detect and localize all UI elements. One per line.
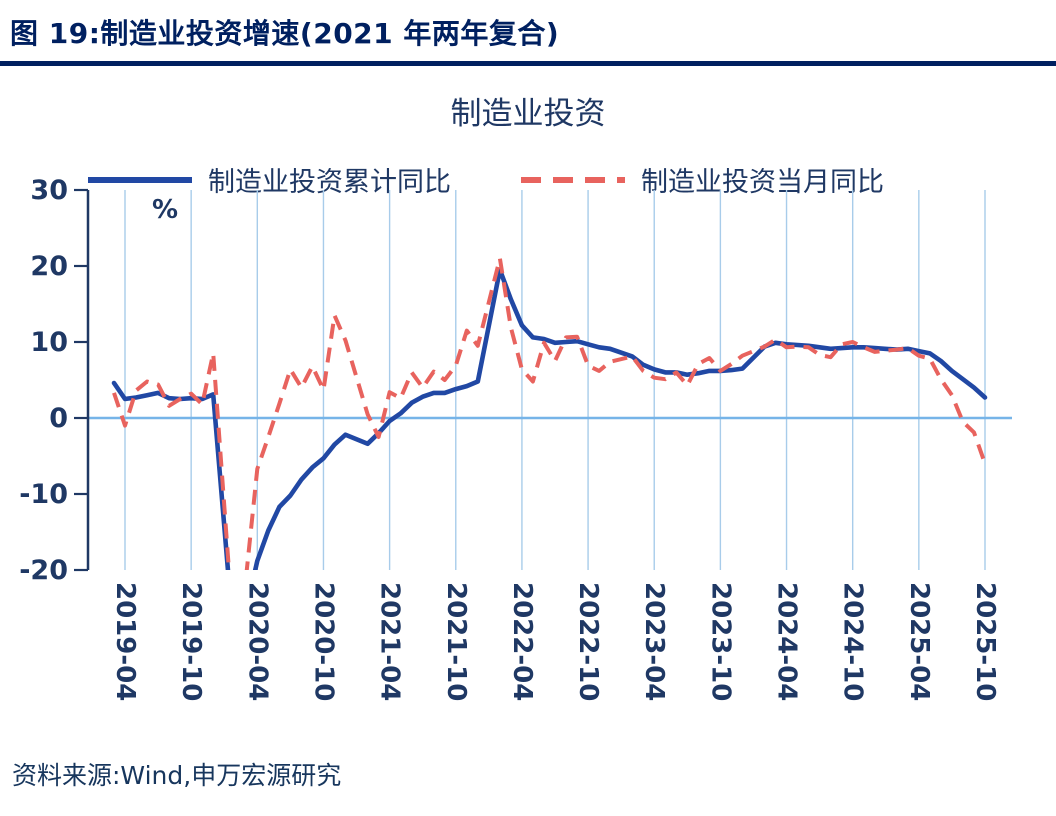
data-source-note: 资料来源:Wind,申万宏源研究 (12, 761, 342, 790)
y-axis-unit: % (152, 195, 178, 225)
legend-label-cumulative: 制造业投资累计同比 (208, 167, 451, 198)
x-axis-label: 2022-10 (573, 582, 603, 701)
y-tick-label: -20 (19, 555, 68, 586)
x-axis-label: 2021-10 (441, 582, 471, 701)
x-axis-label: 2023-10 (705, 582, 735, 701)
x-axis-label: 2022-04 (507, 582, 537, 701)
legend-item-monthly: 制造业投资当月同比 (521, 160, 884, 199)
y-tick-label: -10 (19, 479, 68, 510)
x-axis-label: 2021-04 (375, 582, 405, 701)
series-line-solid (111, 267, 988, 570)
y-tick-label: 10 (30, 327, 68, 358)
figure-caption: 图 19:制造业投资增速(2021 年两年复合) (0, 0, 1056, 66)
y-tick-label: 0 (49, 403, 68, 434)
x-axis-label: 2020-10 (308, 582, 338, 701)
x-axis-label: 2020-04 (242, 582, 272, 701)
legend-label-monthly: 制造业投资当月同比 (641, 167, 884, 198)
line-chart-plot: 2019-04 2019-10 2020-04 2020-10 2021-04 2021-… (19, 175, 1012, 701)
x-axis-label: 2025-04 (904, 582, 934, 701)
x-axis-label: 2023-04 (639, 582, 669, 701)
y-tick-label: 20 (30, 251, 68, 282)
x-axis-label: 2019-10 (176, 582, 206, 701)
series-line-dashed (112, 256, 987, 570)
legend-item-cumulative: 制造业投资累计同比 (88, 160, 451, 199)
x-axis-label: 2024-10 (838, 582, 868, 701)
solid-line-swatch-icon (88, 176, 192, 183)
x-axis-label: 2024-04 (772, 582, 802, 701)
dashed-line-swatch-icon (521, 176, 625, 183)
x-axis-label: 2019-04 (110, 582, 140, 701)
x-axis-label: 2025-10 (970, 582, 1000, 701)
y-tick-label: 30 (30, 175, 68, 206)
chart-legend: 制造业投资累计同比 制造业投资当月同比 (88, 160, 884, 199)
chart-title: 制造业投资 (450, 96, 606, 132)
